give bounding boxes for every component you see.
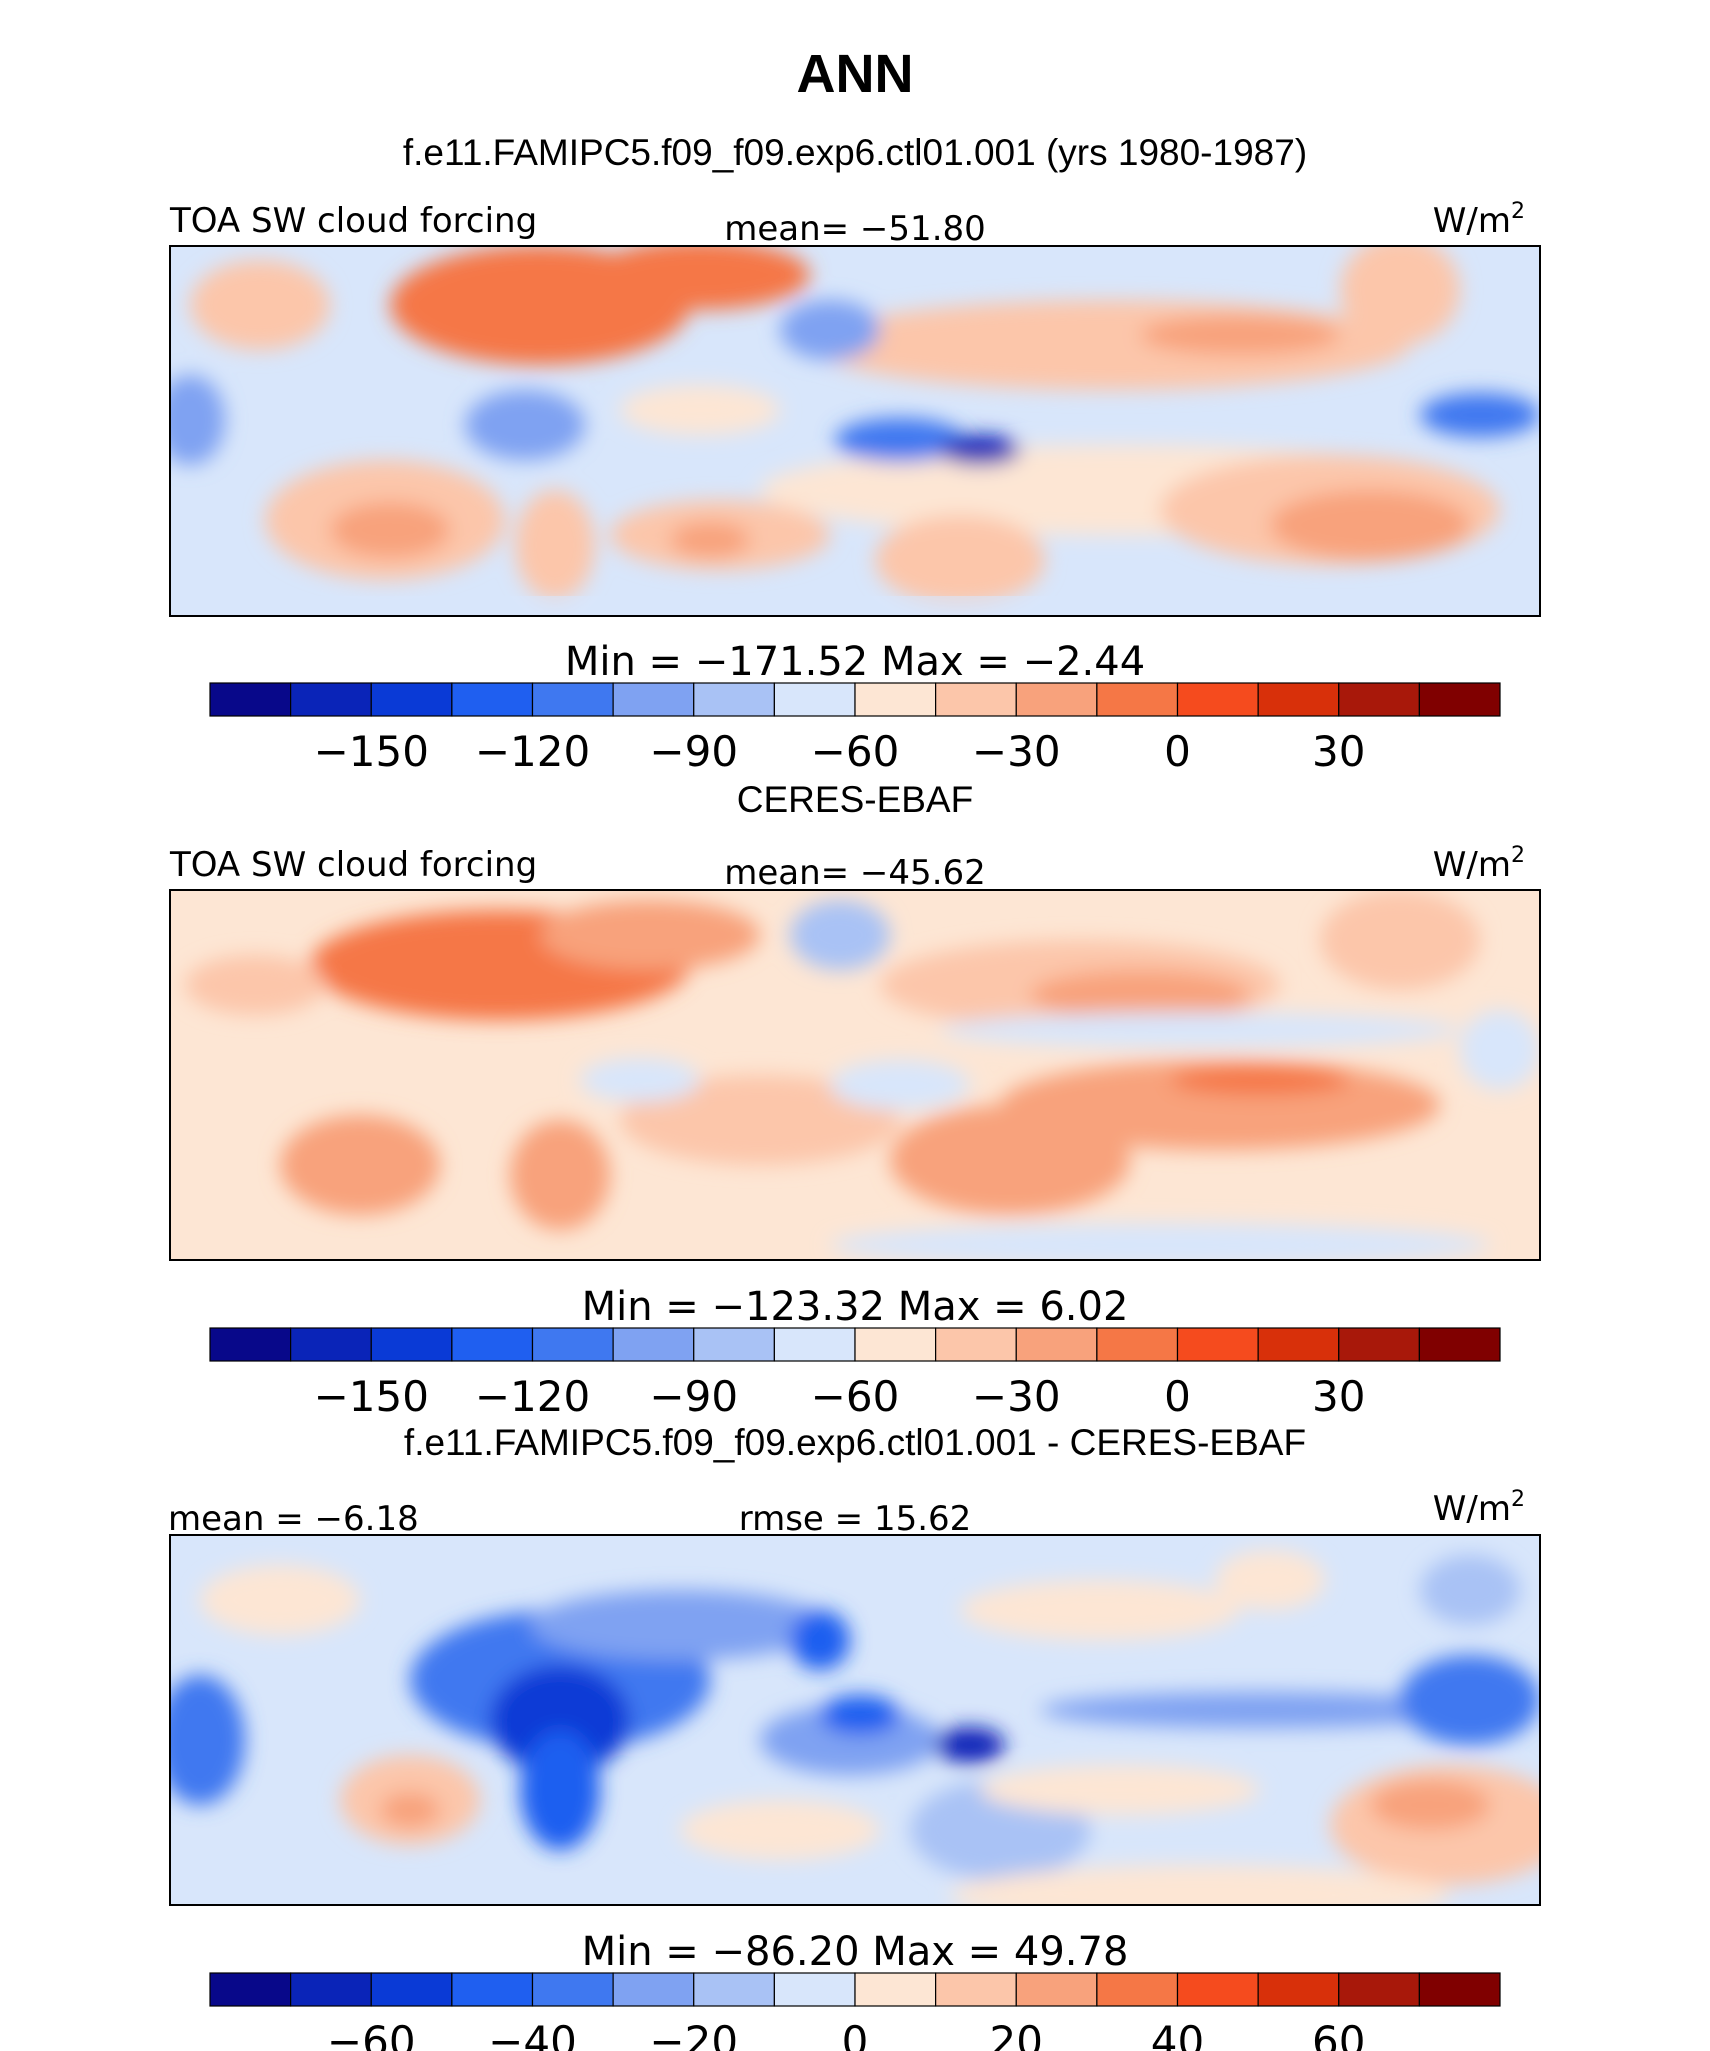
panel3-subtitle: f.e11.FAMIPC5.f09_f09.exp6.ctl01.001 - C… [404,1422,1306,1463]
colorbar-swatch [1338,1327,1420,1362]
colorbar-swatch [290,1327,372,1362]
colorbar-tick-label: −40 [488,2017,577,2051]
colorbar-tick-label: −60 [811,727,900,776]
colorbar-swatch [290,682,372,717]
colorbar-swatch [531,1972,614,2007]
colorbar-tick-label: −90 [649,1372,738,1421]
colorbar-swatch [1015,682,1098,717]
colorbar-tick-label: −30 [972,727,1061,776]
colorbar-swatch [935,1972,1017,2007]
colorbar-swatch [1257,682,1340,717]
colorbar-swatch [1418,1327,1501,1362]
colorbar-swatch [1096,682,1179,717]
colorbar-tick-label: 0 [1164,727,1191,776]
panel3-minmax: Min = −86.20 Max = 49.78 [582,1929,1129,1975]
colorbar-swatch [1338,682,1420,717]
colorbar-swatch [854,682,937,717]
colorbar-swatch [1338,1972,1420,2007]
colorbar-swatch [370,682,453,717]
colorbar-tick-label: −90 [649,727,738,776]
panel2-minmax: Min = −123.32 Max = 6.02 [582,1284,1129,1330]
colorbar-swatch [370,1972,453,2007]
colorbar-swatch [1176,1327,1259,1362]
colorbar-tick-label: 60 [1312,2017,1365,2051]
panel3-frame [169,1534,1541,1906]
panel2-units: W/m2 [1433,843,1525,885]
colorbar-tick-label: 40 [1151,2017,1204,2051]
colorbar-swatch [1257,1972,1340,2007]
panel3-map [170,1535,1540,1905]
colorbar-swatch [1096,1327,1179,1362]
colorbar-swatch [773,1972,856,2007]
colorbar-tick-label: −120 [475,1372,590,1421]
colorbar-swatch [370,1327,453,1362]
colorbar-tick-label: −30 [972,1372,1061,1421]
panel2-colorbar-ticks: −150 −120 −90 −60 −30 0 30 [314,1372,1366,1421]
panel2-map [170,890,1540,1260]
colorbar-swatch [935,1327,1017,1362]
colorbar-swatch [209,1327,292,1362]
colorbar-swatch [209,682,292,717]
panel2-mean-label: mean= −45.62 [724,853,986,893]
panel1-map [170,246,1540,616]
panel3-colorbar-ticks: −60 −40 −20 0 20 40 60 [327,2017,1366,2051]
colorbar-swatch [612,1327,695,1362]
colorbar-tick-label: 30 [1312,727,1365,776]
colorbar-tick-label: −20 [649,2017,738,2051]
panel1-colorbar-ticks: −150 −120 −90 −60 −30 0 30 [314,727,1366,776]
colorbar-swatch [773,1327,856,1362]
colorbar-swatch [531,682,614,717]
colorbar-tick-label: −150 [314,1372,429,1421]
colorbar-swatch [1176,682,1259,717]
panel3-colorbar [209,1972,1501,2007]
panel1-subtitle: f.e11.FAMIPC5.f09_f09.exp6.ctl01.001 (yr… [403,132,1307,173]
colorbar-tick-label: −60 [327,2017,416,2051]
colorbar-swatch [451,682,534,717]
colorbar-swatch [1418,682,1501,717]
colorbar-tick-label: 30 [1312,1372,1365,1421]
colorbar-swatch [1257,1327,1340,1362]
colorbar-swatch [531,1327,614,1362]
colorbar-tick-label: 20 [990,2017,1043,2051]
panel2-frame [169,889,1541,1261]
colorbar-tick-label: −60 [811,1372,900,1421]
panel2-colorbar [209,1327,1501,1362]
panel3-mean-label: mean = −6.18 [168,1499,419,1539]
colorbar-tick-label: 0 [1164,1372,1191,1421]
panel2-subtitle: CERES-EBAF [737,779,973,820]
panel1-colorbar [209,682,1501,717]
colorbar-swatch [854,1972,937,2007]
colorbar-swatch [290,1972,372,2007]
panel1-frame [169,245,1541,617]
colorbar-swatch [773,682,856,717]
colorbar-swatch [451,1327,534,1362]
panel1-minmax: Min = −171.52 Max = −2.44 [565,639,1145,685]
panel3-units: W/m2 [1433,1487,1525,1529]
panel3-rmse-label: rmse = 15.62 [739,1499,972,1539]
colorbar-tick-label: −120 [475,727,590,776]
colorbar-swatch [935,682,1017,717]
colorbar-swatch [1176,1972,1259,2007]
colorbar-swatch [612,1972,695,2007]
colorbar-swatch [209,1972,292,2007]
colorbar-swatch [451,1972,534,2007]
colorbar-swatch [693,682,775,717]
colorbar-tick-label: 0 [842,2017,869,2051]
colorbar-swatch [693,1972,775,2007]
colorbar-swatch [1015,1327,1098,1362]
colorbar-swatch [1015,1972,1098,2007]
colorbar-swatch [1418,1972,1501,2007]
panel1-units: W/m2 [1433,199,1525,241]
colorbar-swatch [612,682,695,717]
colorbar-swatch [1096,1972,1179,2007]
panel1-left-label: TOA SW cloud forcing [169,201,537,241]
panel2-left-label: TOA SW cloud forcing [169,845,537,885]
colorbar-tick-label: −150 [314,727,429,776]
figure-title: ANN [797,44,914,104]
colorbar-swatch [854,1327,937,1362]
colorbar-swatch [693,1327,775,1362]
panel1-mean-label: mean= −51.80 [724,209,986,249]
